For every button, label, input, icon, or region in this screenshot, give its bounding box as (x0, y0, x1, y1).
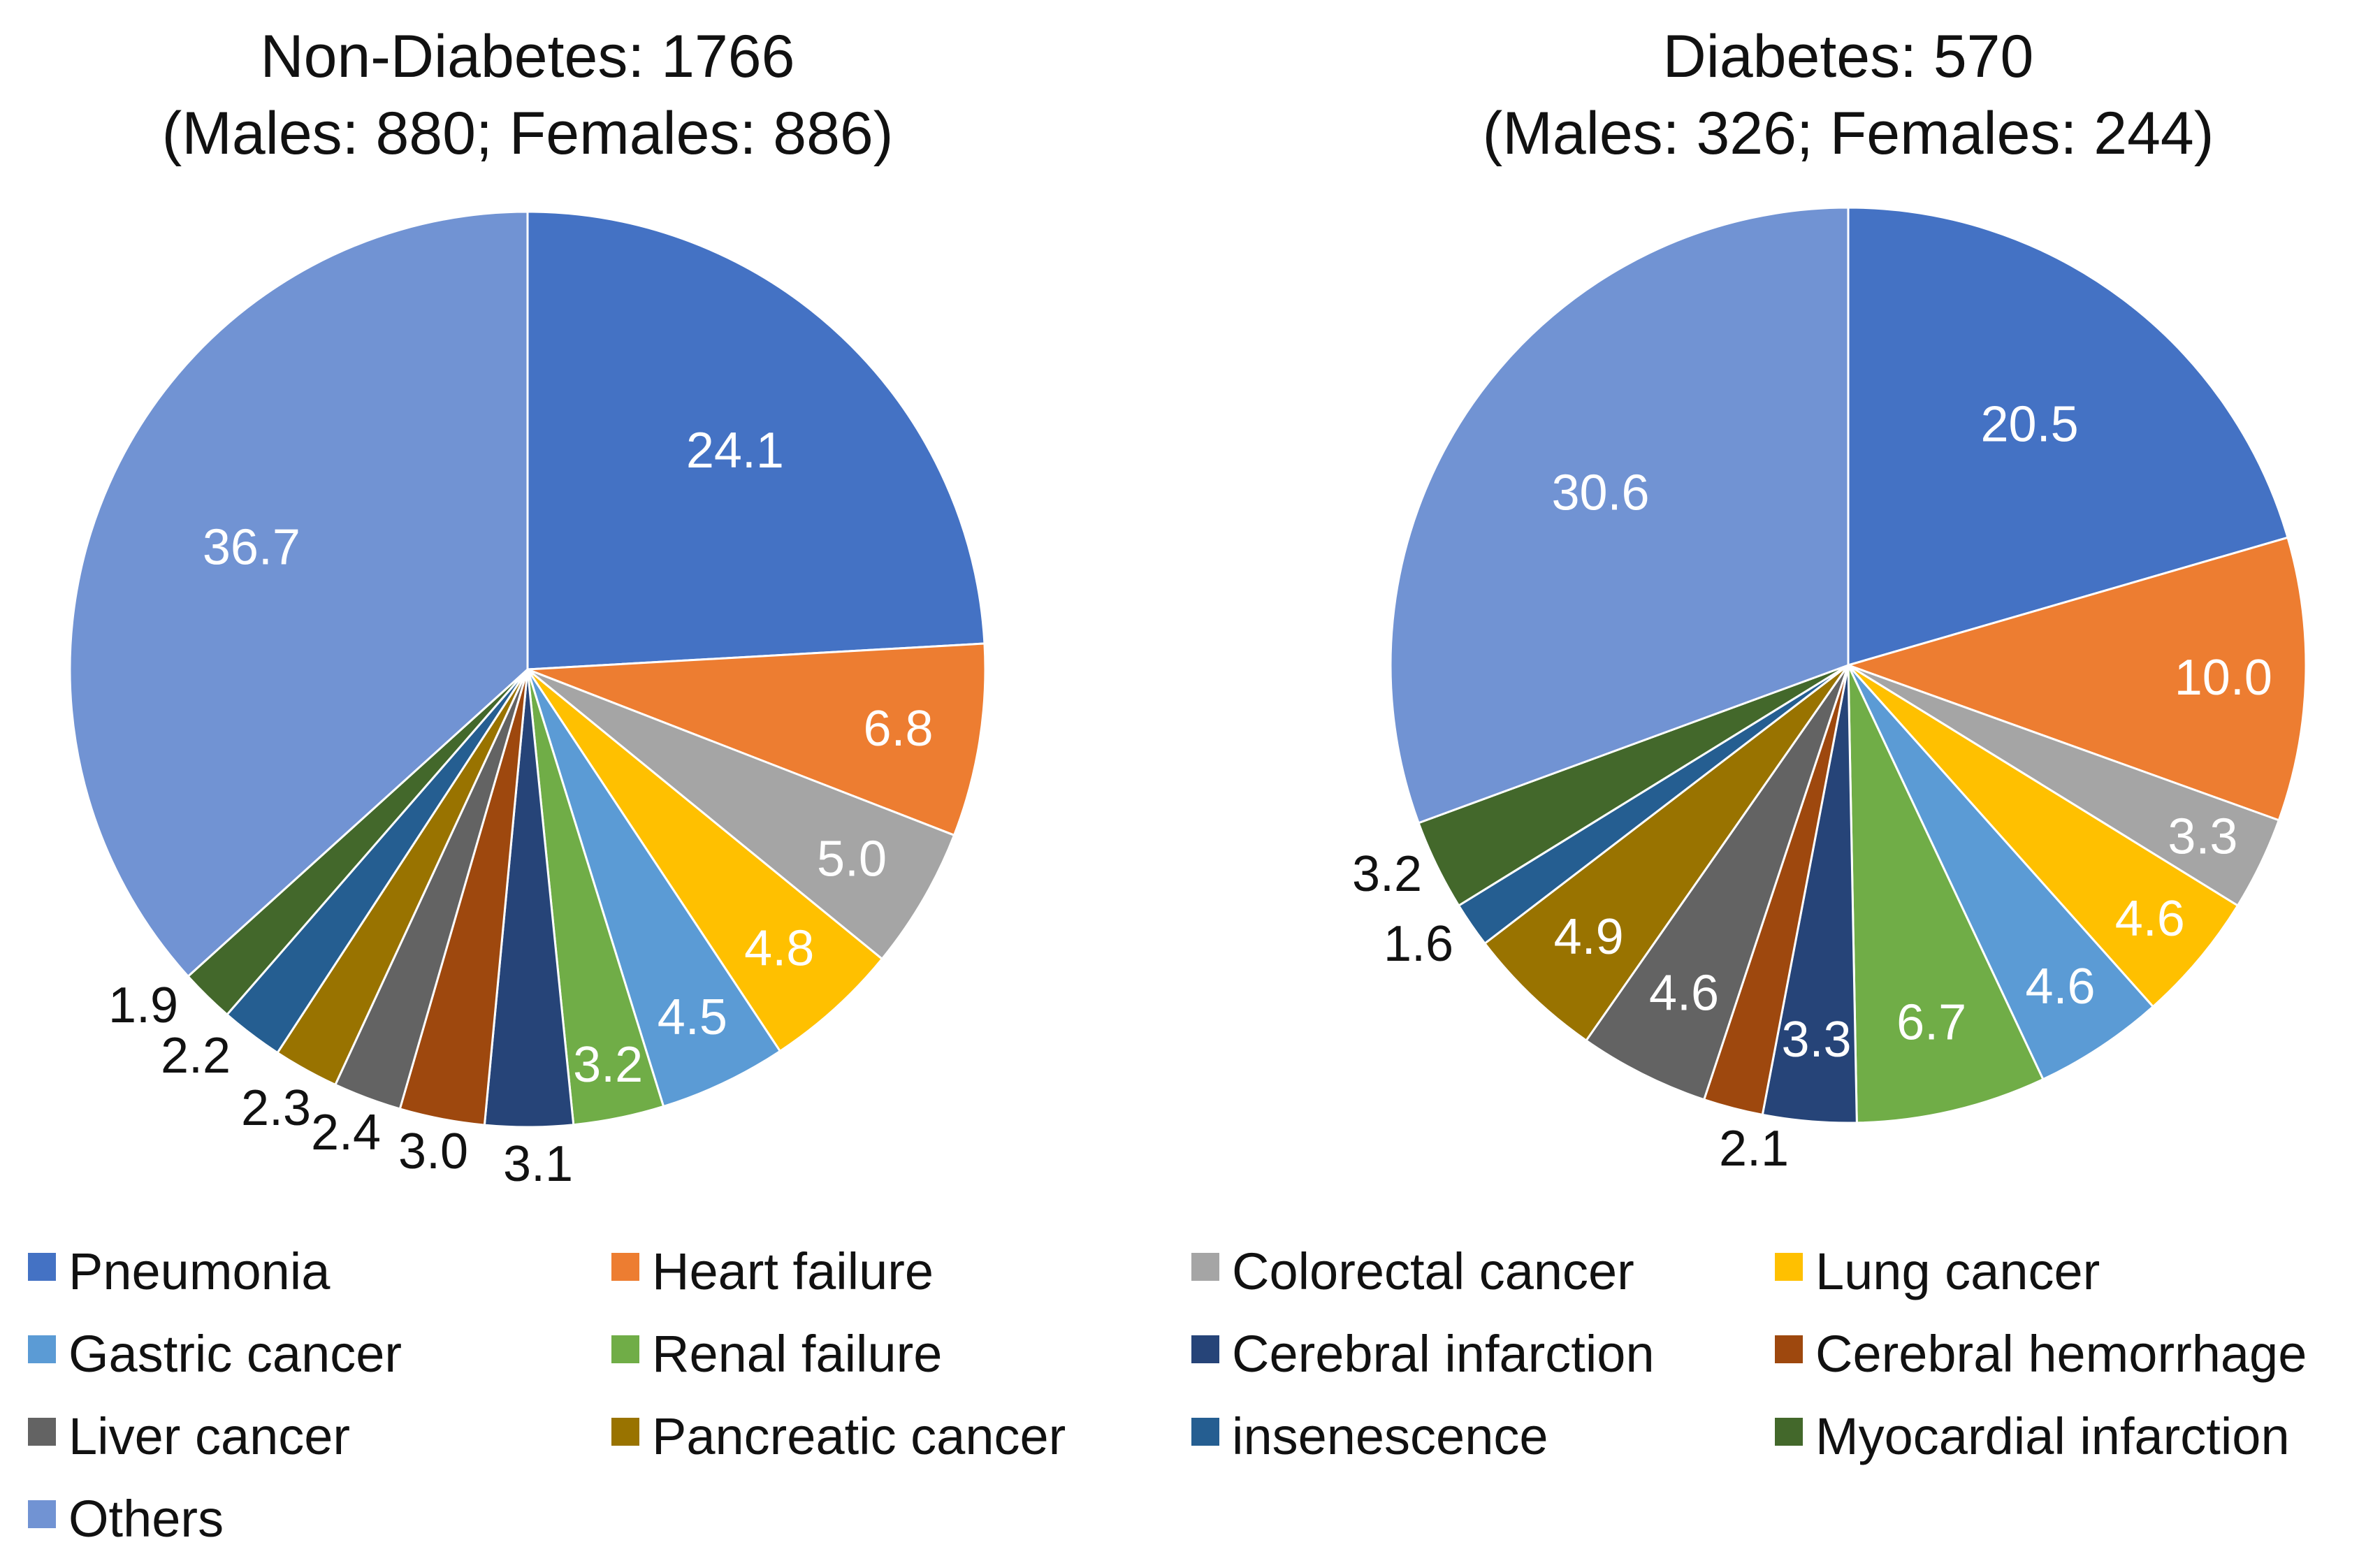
data-label-non-diabetes-heart-failure: 6.8 (863, 701, 933, 757)
data-label-non-diabetes-pneumonia: 24.1 (686, 423, 784, 479)
data-label-non-diabetes-cerebral-hemorrhage: 3.0 (398, 1124, 468, 1179)
legend-swatch-liver_cancer (28, 1418, 56, 1446)
chart-subtitle-diabetes: (Males: 326; Females: 244) (1483, 100, 2214, 167)
pie-slice-non-diabetes-pneumonia (526, 210, 986, 671)
pie-slice-diabetes-liver-cancer (1584, 665, 1850, 1101)
legend-label-myocardial_infarction: Myocardial infarction (1815, 1407, 2290, 1465)
legend-swatch-others (28, 1500, 56, 1528)
pie-non-diabetes: 24.1 6.8 5.04.8 4.5 3.23.1 3.0 2.42.32.21.9 36.… (68, 210, 987, 1192)
chart-subtitle-non-diabetes: (Males: 880; Females: 886) (162, 100, 894, 167)
chart-title-non-diabetes: Non-Diabetes: 1766 (261, 23, 795, 90)
pie-slice-non-diabetes-gastric-cancer (526, 669, 782, 1108)
legend-label-insenescence: insenescence (1232, 1407, 1548, 1465)
pie-slice-non-diabetes-colorectal-cancer (527, 668, 956, 961)
legend-label-gastric_cancer: Gastric cancer (68, 1325, 402, 1383)
legend-swatch-pancreatic_cancer (611, 1418, 639, 1446)
data-label-non-diabetes-cerebral-infarction: 3.1 (503, 1136, 573, 1192)
legend: Pneumonia Heart failure Colorectal cancer L… (28, 1242, 2307, 1548)
data-label-diabetes-insenescence: 1.6 (1384, 916, 1453, 972)
legend-label-others: Others (68, 1490, 224, 1548)
legend-label-cerebral_hemorrhage: Cerebral hemorrhage (1815, 1325, 2307, 1383)
pie-diabetes: 20.5 10.0 3.3 4.6 4.6 6.7 3.3 2.1 4.6 4.9 1.6 3.2 30… (1352, 206, 2307, 1177)
data-label-diabetes-liver-cancer: 4.6 (1649, 965, 1719, 1021)
data-label-non-diabetes-others: 36.7 (203, 520, 300, 576)
legend-label-liver_cancer: Liver cancer (68, 1407, 350, 1465)
legend-label-cerebral_infarction: Cerebral infarction (1232, 1325, 1655, 1383)
legend-swatch-lung_cancer (1775, 1253, 1803, 1281)
pie-slice-diabetes-lung-cancer (1847, 664, 2240, 1008)
legend-swatch-insenescence (1191, 1418, 1219, 1446)
legend-swatch-cerebral_hemorrhage (1775, 1335, 1803, 1363)
data-label-diabetes-pneumonia: 20.5 (1980, 396, 2078, 452)
legend-label-colorectal_cancer: Colorectal cancer (1232, 1242, 1634, 1300)
pie-slice-diabetes-others (1389, 206, 1850, 825)
legend-label-lung_cancer: Lung cancer (1815, 1242, 2100, 1300)
data-label-diabetes-others: 30.6 (1551, 465, 1649, 521)
pie-slice-diabetes-renal-failure (1847, 665, 2045, 1124)
data-label-diabetes-colorectal-cancer: 3.3 (2168, 809, 2237, 865)
data-label-non-diabetes-insenescence: 2.2 (161, 1028, 231, 1084)
legend-label-pneumonia: Pneumonia (68, 1242, 331, 1300)
pie-slice-diabetes-pancreatic-cancer (1483, 664, 1850, 1043)
data-label-non-diabetes-renal-failure: 3.2 (573, 1037, 643, 1093)
pie-slice-diabetes-gastric-cancer (1847, 665, 2155, 1081)
data-label-diabetes-gastric-cancer: 4.6 (2025, 959, 2095, 1015)
data-label-diabetes-cerebral-hemorrhage: 2.1 (1719, 1121, 1789, 1177)
pie-slice-non-diabetes-others (68, 210, 529, 978)
pie-slice-diabetes-heart-failure (1845, 536, 2307, 822)
legend-swatch-renal_failure (611, 1335, 639, 1363)
data-label-diabetes-cerebral-infarction: 3.3 (1781, 1012, 1851, 1068)
legend-swatch-colorectal_cancer (1191, 1253, 1219, 1281)
legend-label-pancreatic_cancer: Pancreatic cancer (652, 1407, 1066, 1465)
data-label-diabetes-pancreatic-cancer: 4.9 (1554, 909, 1624, 965)
legend-label-renal_failure: Renal failure (652, 1325, 942, 1383)
data-label-non-diabetes-liver-cancer: 2.4 (311, 1105, 381, 1161)
data-label-non-diabetes-gastric-cancer: 4.5 (658, 989, 727, 1045)
legend-swatch-cerebral_infarction (1191, 1335, 1219, 1363)
data-label-diabetes-myocardial-infarction: 3.2 (1352, 846, 1422, 902)
data-label-non-diabetes-colorectal-cancer: 5.0 (817, 831, 887, 887)
data-label-diabetes-heart-failure: 10.0 (2175, 650, 2272, 706)
data-label-non-diabetes-pancreatic-cancer: 2.3 (241, 1080, 311, 1136)
legend-swatch-heart_failure (611, 1253, 639, 1281)
legend-label-heart_failure: Heart failure (652, 1242, 934, 1300)
pie-slice-non-diabetes-lung-cancer (526, 668, 884, 1053)
legend-swatch-myocardial_infarction (1775, 1418, 1803, 1446)
pie-slice-diabetes-pneumonia (1847, 206, 2289, 667)
chart-title-diabetes: Diabetes: 570 (1663, 23, 2034, 90)
pie-slice-non-diabetes-heart-failure (527, 642, 987, 837)
data-label-diabetes-lung-cancer: 4.6 (2115, 891, 2185, 947)
data-label-diabetes-renal-failure: 6.7 (1896, 994, 1966, 1050)
legend-swatch-pneumonia (28, 1253, 56, 1281)
data-label-non-diabetes-lung-cancer: 4.8 (744, 920, 814, 976)
data-label-non-diabetes-myocardial-infarction: 1.9 (108, 978, 178, 1033)
legend-swatch-gastric_cancer (28, 1335, 56, 1363)
